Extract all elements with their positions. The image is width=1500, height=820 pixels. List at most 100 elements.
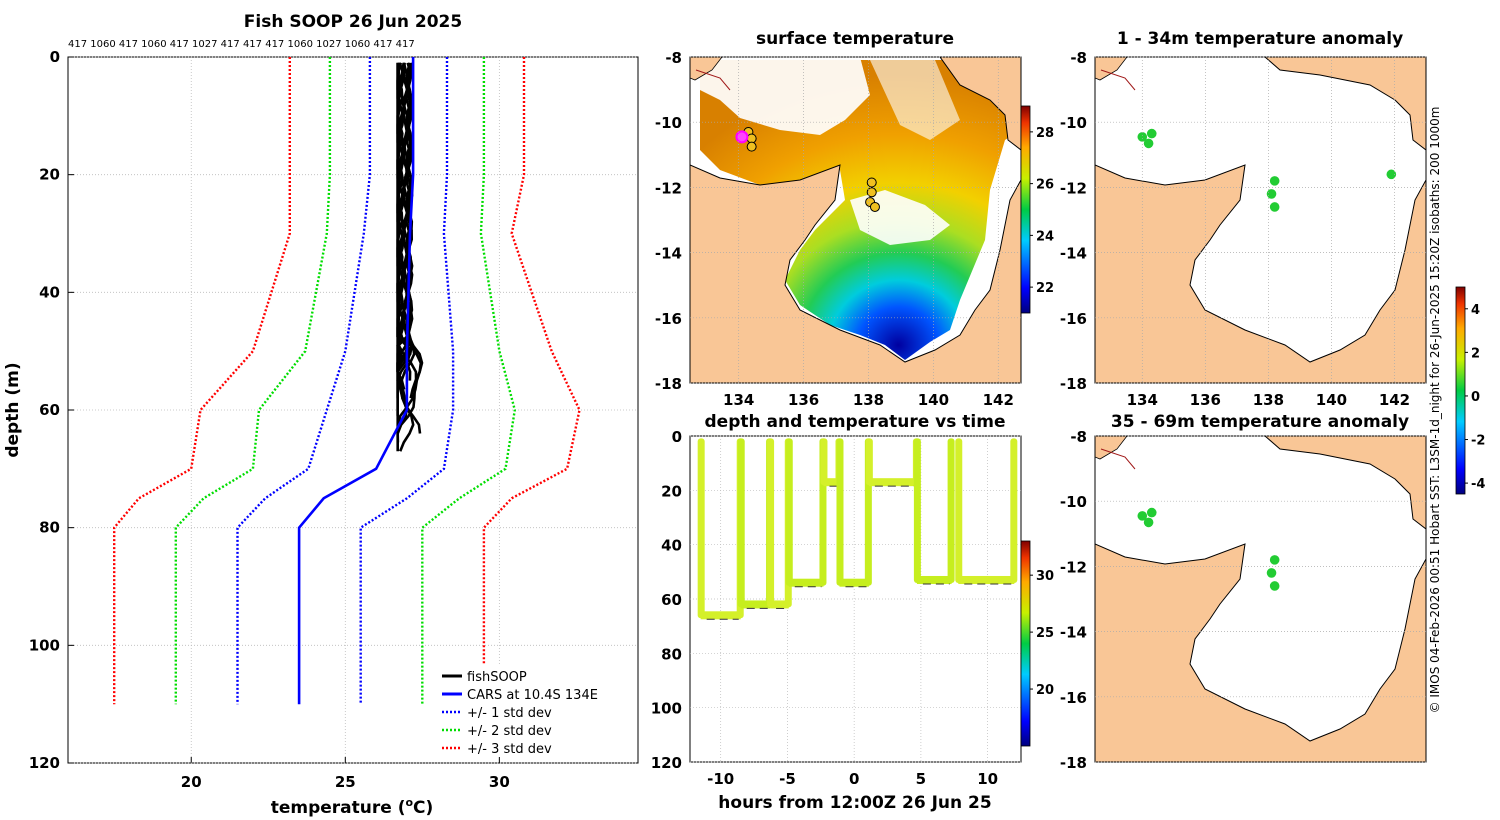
map-xtick-label: 134 [723, 391, 754, 409]
anomaly-1-point [1143, 138, 1154, 149]
map-ytick-label: -14 [655, 245, 682, 263]
legend-items: fishSOOP CARS at 10.4S 134E +/- 1 std dev +… [442, 670, 598, 757]
profile-xtick-label: 30 [489, 773, 510, 791]
anomaly-2-land-capeyork [1264, 436, 1426, 530]
profile-curves [112, 57, 581, 705]
anomaly-colorbar-ticks: 4 2 0 -2 -4 [1465, 303, 1485, 492]
map-ytick-label: -18 [1060, 375, 1087, 393]
anomaly-colorbar [1455, 286, 1466, 495]
profile-grid [68, 56, 638, 764]
sst-cloud-mask-3 [870, 60, 960, 140]
ts-xtick-label: 0 [849, 770, 859, 788]
anomaly-2-land-png [1095, 436, 1128, 460]
map-ytick-label: -10 [1060, 114, 1087, 132]
profile-ytick-label: 80 [39, 519, 60, 537]
anomaly-1-border [1100, 69, 1136, 91]
legend-label: CARS at 10.4S 134E [467, 688, 598, 703]
ts-bottom-trace [788, 578, 824, 587]
std-band-2-minus [174, 57, 332, 705]
anomaly-2-land-nt [1095, 543, 1426, 762]
ts-xtick-label: -5 [779, 770, 796, 788]
sst-cbar-label: 24 [1036, 229, 1054, 244]
ts-bottom-trace [700, 611, 741, 620]
sst-land-capeyork [939, 57, 1021, 151]
std-band-3-plus [482, 57, 581, 705]
sst-border [695, 69, 731, 91]
profile-legend: fishSOOP CARS at 10.4S 134E +/- 1 std dev +… [436, 665, 598, 757]
anomaly-1-axis-ticks: 134 136 138 140 142 -8 -10 -12 -14 -16 -18 [1060, 49, 1410, 409]
map-xtick-label: 138 [853, 391, 884, 409]
anomaly-2-point [1143, 517, 1154, 528]
std-band-1-plus [359, 57, 455, 705]
anomaly-2-border [1100, 448, 1136, 470]
anomaly-1-point [1269, 202, 1280, 212]
map-ytick-label: -16 [1060, 689, 1087, 707]
ts-descent-trace [913, 438, 921, 583]
map-ytick-label: -8 [1070, 428, 1087, 446]
ts-ytick-label: 20 [661, 482, 682, 500]
sst-cbar-label: 22 [1036, 281, 1054, 296]
timeseries-panel: depth and temperature vs time -10 -5 0 5 100… [651, 412, 1054, 813]
map-xtick-label: 142 [1379, 391, 1410, 409]
ts-bottom-trace [868, 478, 917, 487]
anomaly-cbar-label: 2 [1471, 346, 1480, 361]
legend-label: fishSOOP [467, 670, 527, 685]
legend-label: +/- 2 std dev [467, 724, 552, 739]
sst-cbar-label: 28 [1036, 126, 1054, 141]
anomaly-1-land-capeyork [1264, 57, 1426, 151]
profile-axis-ticks: 20 25 30 0 20 40 60 80 100 120 [29, 48, 510, 791]
sst-observation-point [866, 177, 877, 188]
ts-cbar-label: 25 [1036, 626, 1054, 641]
ts-bottom-trace [916, 575, 952, 584]
ts-ascent-trace [947, 438, 955, 583]
map-ytick-label: -16 [655, 310, 682, 328]
sst-observation-point [746, 141, 757, 152]
sst-map-panel: surface temperature 134 136 138 140 142 -8 -10… [655, 29, 1054, 409]
legend-box [436, 665, 586, 757]
fishsoop-profile [396, 62, 409, 372]
std-band-1-minus [236, 57, 372, 705]
profile-xtick-label: 25 [335, 773, 356, 791]
sst-observation-points [735, 126, 880, 212]
ts-descent-trace [865, 438, 873, 486]
map-xtick-label: 138 [1253, 391, 1284, 409]
map-ytick-label: -16 [1060, 310, 1087, 328]
profile-ytick-label: 40 [39, 283, 60, 301]
ts-descent-trace [767, 438, 775, 608]
anomaly-cbar-label: 0 [1471, 390, 1480, 405]
ts-ytick-label: 120 [651, 754, 682, 772]
ts-ascent-trace [1010, 438, 1018, 583]
ts-xtick-label: -10 [707, 770, 734, 788]
sst-colorbar-ticks: 22 24 26 28 [1030, 126, 1054, 296]
ts-descent-trace [785, 438, 793, 586]
timeseries-data [697, 438, 1018, 620]
ts-bottom-trace [770, 600, 789, 609]
map-xtick-label: 140 [1316, 391, 1347, 409]
map-xtick-label: 134 [1127, 391, 1158, 409]
anomaly-1-point [1269, 176, 1280, 186]
legend-label: +/- 3 std dev [467, 742, 552, 757]
anomaly-2-point [1266, 568, 1277, 578]
sst-colorbar [1020, 105, 1031, 314]
anomaly-1-point [1266, 189, 1277, 199]
anomaly-2-point [1146, 507, 1157, 518]
legend-label: +/- 1 std dev [467, 706, 552, 721]
sst-land-png [690, 57, 723, 81]
timeseries-grid [690, 435, 1021, 763]
ts-bottom-trace [839, 578, 869, 587]
ts-xtick-label: 10 [977, 770, 998, 788]
anomaly-cbar-label: -2 [1471, 434, 1485, 449]
std-band-3-minus [112, 57, 291, 705]
anomaly-1-land-nt [1095, 164, 1426, 383]
anomaly-1-land-png [1095, 57, 1128, 81]
anomaly-1-point [1146, 128, 1157, 139]
anomaly-2-point [1269, 581, 1280, 591]
ts-ytick-label: 0 [672, 428, 682, 446]
timeseries-title: depth and temperature vs time [705, 412, 1006, 432]
ts-bottom-trace [823, 478, 840, 487]
profile-ytick-label: 120 [29, 754, 60, 772]
map-ytick-label: -18 [1060, 754, 1087, 772]
map-xtick-label: 140 [918, 391, 949, 409]
ts-descent-trace [836, 438, 844, 586]
ts-descent-trace [955, 438, 963, 583]
